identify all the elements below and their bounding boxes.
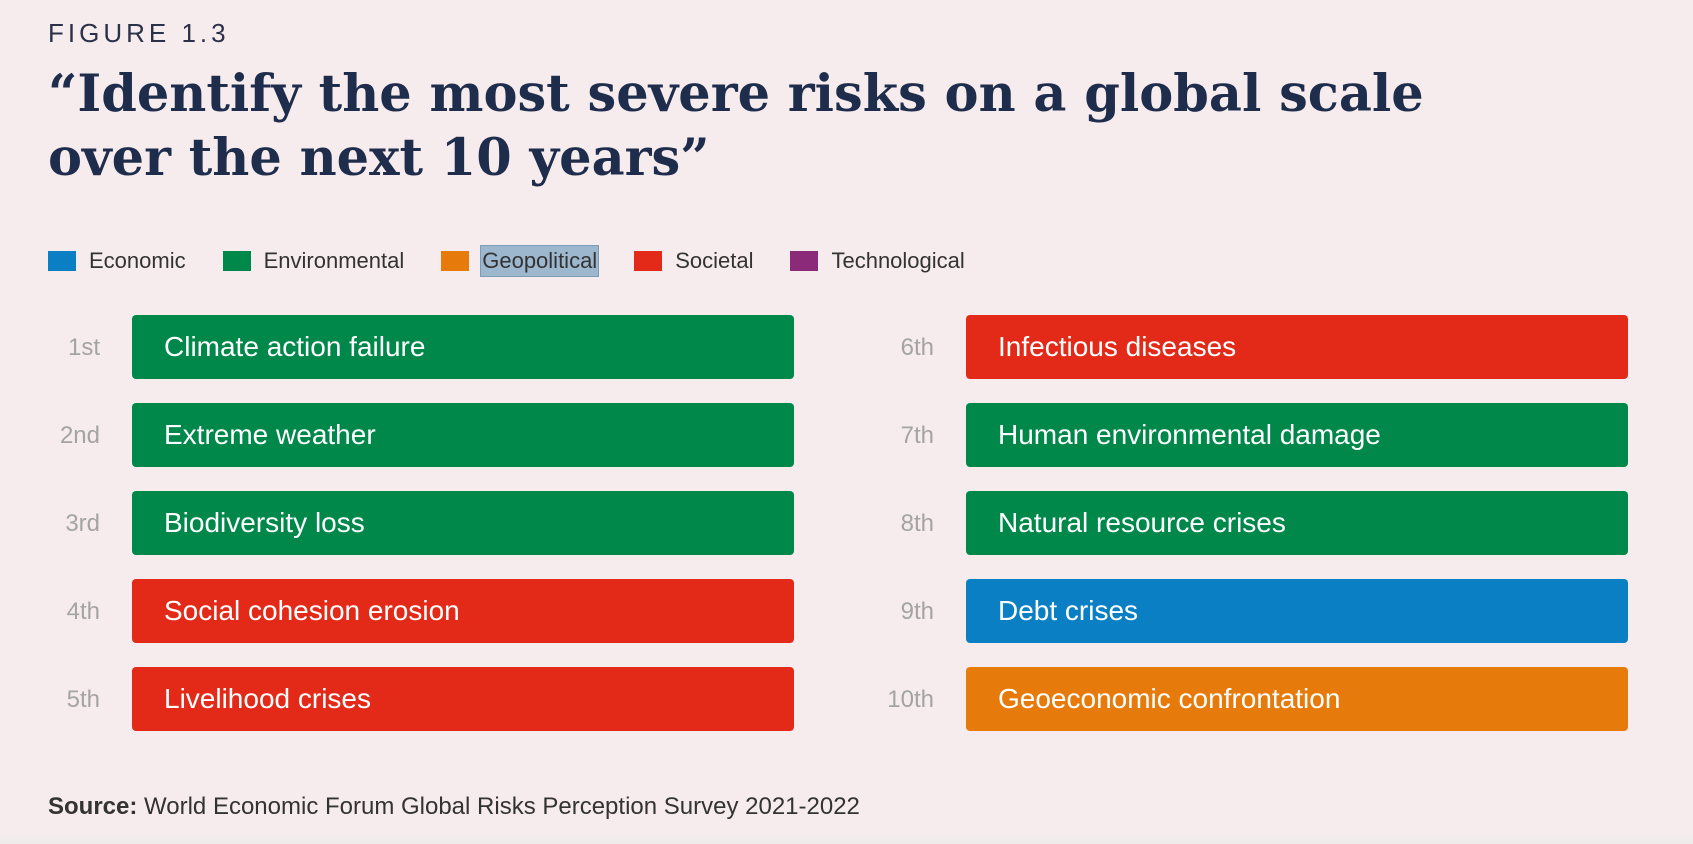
risk-label: Social cohesion erosion: [164, 595, 460, 626]
risk-label: Debt crises: [998, 595, 1139, 626]
rank-label-9th: 9th: [900, 598, 934, 625]
risk-bar-extreme-weather: Extreme weather: [132, 403, 794, 467]
legend-label-economic: Economic: [89, 248, 186, 273]
legend-swatch-environmental: [222, 251, 251, 271]
legend-swatch-economic: [48, 251, 76, 271]
legend-label-geopolitical: Geopolitical: [480, 245, 600, 277]
legend-item-geopolitical[interactable]: Geopolitical: [441, 245, 600, 277]
legend-item-economic[interactable]: Economic: [48, 246, 187, 276]
legend-swatch-technological: [790, 251, 819, 271]
rank-label-2nd: 2nd: [59, 422, 100, 449]
rank-label-7th: 7th: [900, 422, 934, 449]
risk-label: Livelihood crises: [164, 683, 371, 714]
legend-label-societal: Societal: [675, 248, 754, 273]
risk-bar-infectious-diseases: Infectious diseases: [966, 315, 1628, 379]
risk-bar-debt-crises: Debt crises: [966, 579, 1628, 643]
risk-bar-human-environmental-damage: Human environmental damage: [966, 403, 1628, 467]
figure-label: FIGURE 1.3: [48, 18, 230, 48]
risk-bar-livelihood-crises: Livelihood crises: [132, 667, 794, 731]
risk-bar-natural-resource-crises: Natural resource crises: [966, 491, 1628, 555]
bottom-edge: [0, 834, 1693, 844]
rank-label-1st: 1st: [67, 334, 100, 361]
legend: Economic Environmental Geopolitical Soci…: [48, 244, 1002, 278]
rank-label-4th: 4th: [66, 598, 100, 625]
legend-item-technological[interactable]: Technological: [790, 246, 965, 276]
legend-item-environmental[interactable]: Environmental: [222, 246, 406, 276]
risk-bar-social-cohesion-erosion: Social cohesion erosion: [132, 579, 794, 643]
chart-title: “Identify the most severe risks on a glo…: [48, 64, 1424, 188]
source-label: Source:: [48, 793, 138, 820]
risk-label: Biodiversity loss: [164, 507, 365, 538]
risk-label: Extreme weather: [164, 419, 376, 450]
legend-label-environmental: Environmental: [263, 248, 405, 273]
source-note: Source: World Economic Forum Global Risk…: [48, 793, 860, 821]
legend-label-technological: Technological: [831, 248, 965, 273]
rank-label-10th: 10th: [887, 686, 934, 713]
risk-label: Climate action failure: [164, 331, 426, 362]
risk-bar-climate-action-failure: Climate action failure: [132, 315, 794, 379]
legend-swatch-geopolitical: [441, 251, 470, 271]
risk-label: Human environmental damage: [998, 419, 1381, 450]
legend-item-societal[interactable]: Societal: [634, 246, 754, 276]
rank-label-8th: 8th: [900, 510, 934, 537]
rank-label-3rd: 3rd: [65, 510, 100, 537]
risk-label: Natural resource crises: [998, 507, 1286, 538]
risk-bar-geoeconomic-confrontation: Geoeconomic confrontation: [966, 667, 1628, 731]
rank-label-5th: 5th: [66, 686, 100, 713]
risk-label: Geoeconomic confrontation: [998, 683, 1341, 714]
risk-bar-biodiversity-loss: Biodiversity loss: [132, 491, 794, 555]
risk-label: Infectious diseases: [998, 331, 1237, 362]
rank-label-6th: 6th: [900, 334, 934, 361]
source-text: World Economic Forum Global Risks Percep…: [144, 793, 860, 820]
legend-swatch-societal: [634, 251, 663, 271]
